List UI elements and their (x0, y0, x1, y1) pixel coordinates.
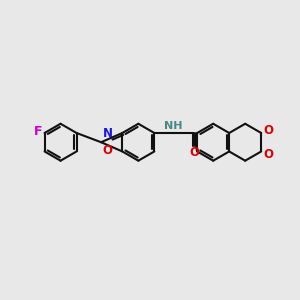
Text: O: O (263, 124, 273, 136)
Text: F: F (34, 124, 42, 137)
Text: NH: NH (164, 121, 183, 131)
Text: O: O (189, 146, 199, 159)
Text: O: O (263, 148, 273, 161)
Text: N: N (103, 127, 113, 140)
Text: O: O (103, 144, 113, 157)
